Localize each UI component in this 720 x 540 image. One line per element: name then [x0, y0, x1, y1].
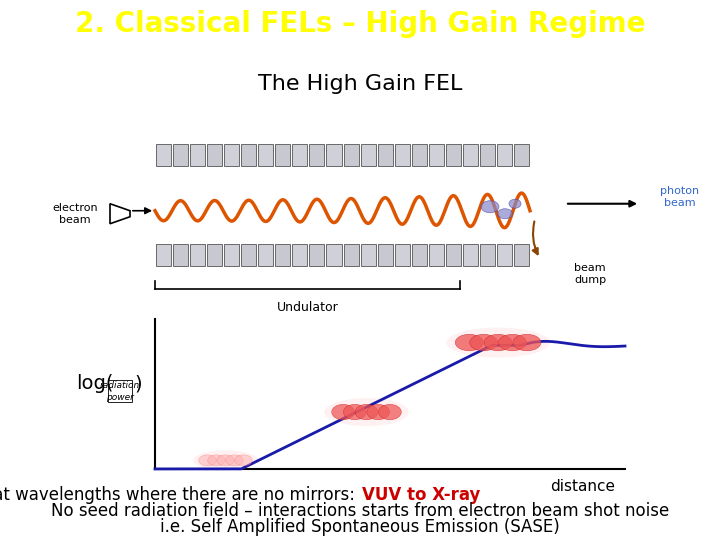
- Bar: [497, 144, 512, 166]
- Bar: [173, 144, 188, 166]
- Ellipse shape: [355, 404, 378, 420]
- Text: The High Gain FEL: The High Gain FEL: [258, 73, 462, 93]
- Text: radiation: radiation: [100, 381, 140, 390]
- Ellipse shape: [217, 455, 234, 466]
- Ellipse shape: [379, 404, 401, 420]
- Bar: [446, 244, 461, 266]
- Bar: [395, 244, 410, 266]
- Bar: [428, 244, 444, 266]
- Ellipse shape: [455, 334, 483, 351]
- Text: Usually used at wavelengths where there are no mirrors:: Usually used at wavelengths where there …: [0, 486, 360, 504]
- Bar: [361, 144, 376, 166]
- Bar: [275, 244, 290, 266]
- Ellipse shape: [446, 328, 550, 357]
- Bar: [173, 244, 188, 266]
- Bar: [412, 244, 427, 266]
- Text: distance: distance: [550, 480, 615, 495]
- Bar: [514, 244, 529, 266]
- Ellipse shape: [509, 199, 521, 208]
- Bar: [156, 144, 171, 166]
- Text: 2. Classical FELs – High Gain Regime: 2. Classical FELs – High Gain Regime: [75, 10, 645, 38]
- Bar: [463, 144, 478, 166]
- Text: power: power: [106, 393, 134, 402]
- Bar: [275, 144, 290, 166]
- Bar: [190, 244, 205, 266]
- Bar: [480, 144, 495, 166]
- Bar: [497, 244, 512, 266]
- Bar: [514, 144, 529, 166]
- Ellipse shape: [366, 404, 390, 420]
- Text: i.e. Self Amplified Spontaneous Emission (SASE): i.e. Self Amplified Spontaneous Emission…: [160, 518, 560, 536]
- Bar: [190, 144, 205, 166]
- Bar: [377, 244, 392, 266]
- Ellipse shape: [193, 450, 258, 470]
- Ellipse shape: [343, 404, 366, 420]
- Bar: [292, 244, 307, 266]
- Bar: [326, 244, 341, 266]
- Bar: [224, 244, 239, 266]
- Ellipse shape: [498, 334, 526, 351]
- Bar: [361, 244, 376, 266]
- Ellipse shape: [324, 398, 409, 426]
- Text: No seed radiation field – interactions starts from electron beam shot noise: No seed radiation field – interactions s…: [51, 502, 669, 520]
- Ellipse shape: [235, 455, 252, 466]
- Bar: [343, 244, 359, 266]
- Bar: [156, 244, 171, 266]
- Bar: [207, 244, 222, 266]
- Text: VUV to X-ray: VUV to X-ray: [362, 486, 480, 504]
- Ellipse shape: [498, 209, 513, 219]
- Bar: [207, 144, 222, 166]
- Bar: [224, 144, 239, 166]
- Bar: [241, 144, 256, 166]
- Bar: [343, 144, 359, 166]
- Ellipse shape: [469, 334, 498, 351]
- Bar: [258, 144, 274, 166]
- Bar: [446, 144, 461, 166]
- Bar: [258, 244, 274, 266]
- Bar: [108, 380, 132, 402]
- Bar: [412, 144, 427, 166]
- Bar: [480, 244, 495, 266]
- Bar: [395, 144, 410, 166]
- Ellipse shape: [199, 455, 216, 466]
- Bar: [310, 144, 325, 166]
- Bar: [310, 244, 325, 266]
- Text: log(: log(: [76, 374, 114, 393]
- Ellipse shape: [332, 404, 354, 420]
- Text: ): ): [134, 374, 142, 393]
- Text: photon
beam: photon beam: [660, 186, 700, 207]
- Text: Undulator: Undulator: [276, 301, 338, 314]
- Ellipse shape: [481, 201, 499, 213]
- Text: beam
dump: beam dump: [574, 263, 606, 285]
- Ellipse shape: [484, 334, 512, 351]
- Text: electron
beam: electron beam: [52, 203, 98, 225]
- Bar: [463, 244, 478, 266]
- Bar: [377, 144, 392, 166]
- Bar: [241, 244, 256, 266]
- Bar: [292, 144, 307, 166]
- Ellipse shape: [208, 455, 225, 466]
- Ellipse shape: [226, 455, 243, 466]
- Bar: [326, 144, 341, 166]
- Bar: [428, 144, 444, 166]
- Ellipse shape: [513, 334, 541, 351]
